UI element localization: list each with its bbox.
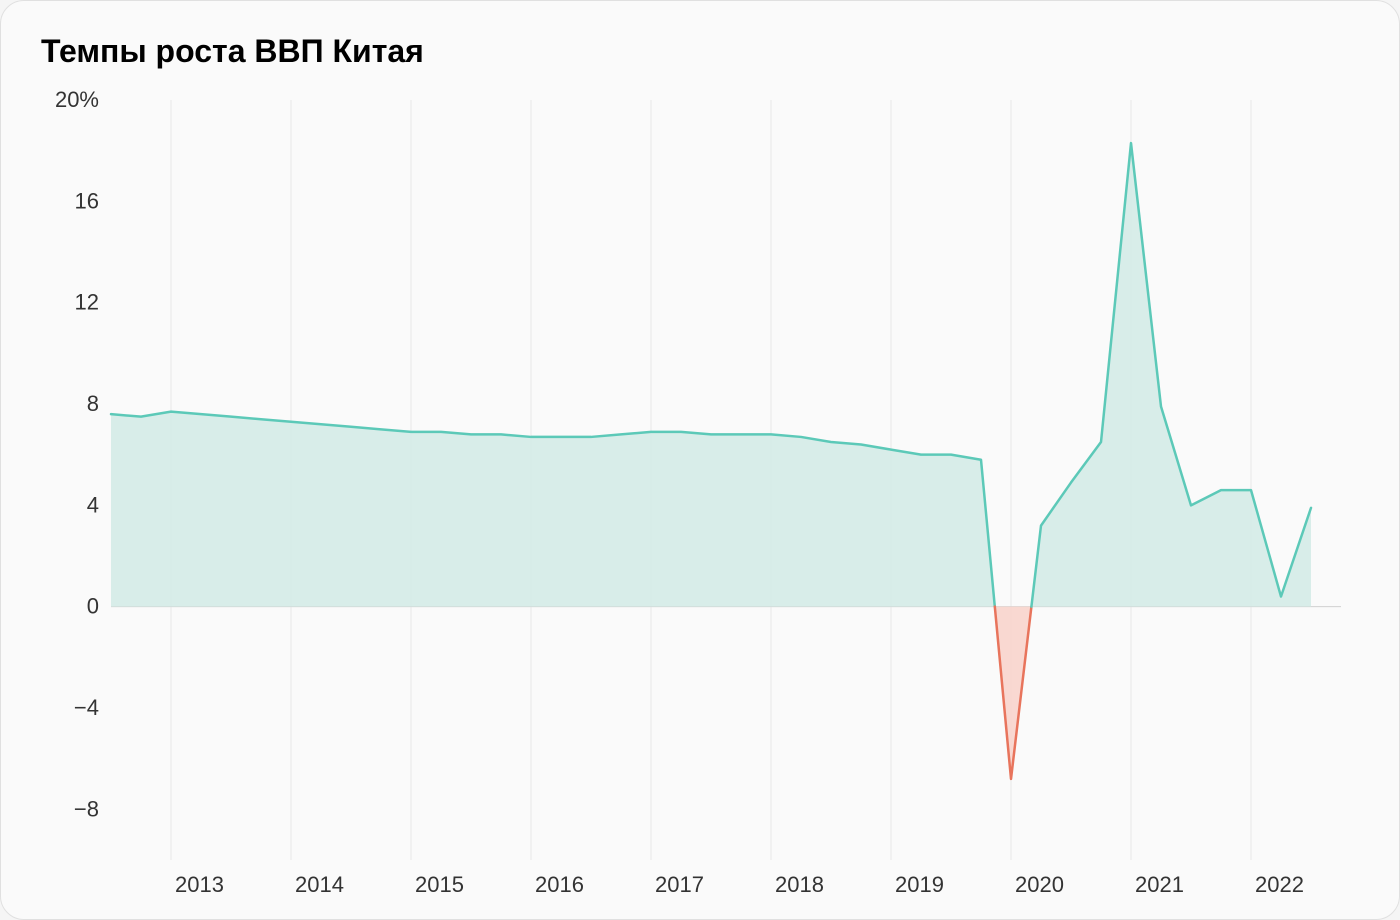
y-axis-label: 8 xyxy=(87,391,99,416)
x-axis-label: 2016 xyxy=(535,872,584,897)
y-axis-label: 20% xyxy=(55,90,99,112)
y-axis-label: 4 xyxy=(87,492,99,517)
y-axis-label: 16 xyxy=(75,188,99,213)
y-axis-label: −8 xyxy=(74,796,99,821)
x-axis-label: 2021 xyxy=(1135,872,1184,897)
x-axis-label: 2020 xyxy=(1015,872,1064,897)
y-axis-label: 0 xyxy=(87,594,99,619)
chart-card: Темпы роста ВВП Китая −8 −4 0 4 8 12 16 20% 2013… xyxy=(0,0,1400,920)
x-axis-label: 2022 xyxy=(1255,872,1304,897)
x-axis-label: 2019 xyxy=(895,872,944,897)
chart-plot-area: −8 −4 0 4 8 12 16 20% 2013 2014 2015 2016 2017 2018 20… xyxy=(41,90,1359,910)
x-axis-label: 2015 xyxy=(415,872,464,897)
area-chart-svg: −8 −4 0 4 8 12 16 20% 2013 2014 2015 2016 2017 2018 20… xyxy=(41,90,1361,910)
y-axis-label: −4 xyxy=(74,695,99,720)
chart-title: Темпы роста ВВП Китая xyxy=(41,33,1359,70)
x-axis-label: 2014 xyxy=(295,872,344,897)
positive-area xyxy=(111,412,995,607)
x-axis-label: 2018 xyxy=(775,872,824,897)
x-axis-label: 2013 xyxy=(175,872,224,897)
y-axis-label: 12 xyxy=(75,290,99,315)
positive-area xyxy=(1031,143,1311,607)
x-axis-label: 2017 xyxy=(655,872,704,897)
